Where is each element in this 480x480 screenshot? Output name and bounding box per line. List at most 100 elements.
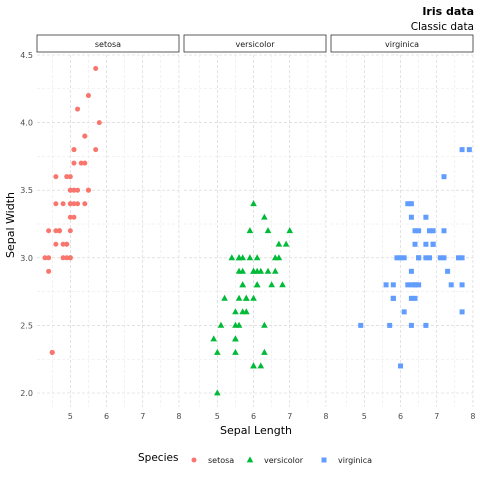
data-point bbox=[441, 228, 447, 234]
facet-panels: setosa 5 6 7 8 versicolor 5 6 7 8 virginica 5 6 7 8 bbox=[36, 34, 475, 421]
data-point bbox=[398, 255, 404, 261]
chart-title: Iris data bbox=[422, 5, 474, 18]
data-point bbox=[427, 255, 432, 261]
data-point bbox=[437, 255, 443, 261]
data-point bbox=[401, 309, 407, 315]
data-point bbox=[214, 389, 221, 396]
data-point bbox=[445, 268, 451, 274]
chart-subtitle: Classic data bbox=[411, 21, 474, 33]
facet-panel-versicolor: versicolor 5 6 7 8 bbox=[183, 34, 328, 421]
data-point bbox=[235, 321, 243, 328]
legend-label: versicolor bbox=[264, 456, 304, 465]
data-point bbox=[53, 228, 59, 234]
x-tick-label: 5 bbox=[68, 412, 73, 421]
data-point bbox=[246, 254, 254, 261]
data-point bbox=[459, 255, 465, 261]
legend-item-versicolor: versicolor bbox=[246, 456, 304, 465]
data-point bbox=[405, 201, 411, 207]
data-point bbox=[408, 282, 414, 288]
legend-item-setosa: setosa bbox=[191, 456, 234, 465]
y-tick-label: 4.0 bbox=[20, 119, 33, 128]
x-tick-label: 8 bbox=[176, 412, 181, 421]
data-point bbox=[46, 255, 52, 261]
data-point bbox=[93, 66, 99, 72]
data-point bbox=[243, 294, 250, 301]
data-point bbox=[210, 335, 218, 342]
data-point bbox=[275, 254, 283, 261]
legend-label: virginica bbox=[338, 456, 372, 465]
data-point bbox=[441, 174, 447, 180]
data-point bbox=[275, 240, 283, 247]
x-tick-label: 7 bbox=[140, 412, 145, 421]
data-point bbox=[217, 321, 225, 328]
data-point bbox=[416, 228, 422, 234]
data-point bbox=[235, 294, 243, 301]
data-point bbox=[408, 201, 414, 207]
data-point bbox=[408, 214, 414, 220]
data-point bbox=[239, 267, 246, 274]
data-point bbox=[250, 294, 257, 301]
data-point bbox=[423, 255, 429, 261]
y-tick-label: 4.5 bbox=[20, 51, 33, 60]
data-point bbox=[387, 322, 393, 328]
x-axis-label: Sepal Length bbox=[220, 424, 292, 437]
data-point bbox=[408, 295, 414, 301]
x-tick-label: 8 bbox=[470, 412, 475, 421]
x-tick-label: 6 bbox=[104, 412, 109, 421]
data-point bbox=[390, 282, 396, 288]
data-point bbox=[71, 187, 77, 193]
data-point bbox=[412, 295, 418, 301]
legend-key bbox=[191, 457, 197, 463]
data-point bbox=[232, 348, 239, 355]
data-point bbox=[253, 281, 261, 288]
data-point bbox=[64, 174, 70, 180]
data-point bbox=[42, 255, 48, 261]
data-point bbox=[67, 228, 73, 234]
y-tick-label: 2.5 bbox=[20, 321, 33, 330]
legend-label: setosa bbox=[208, 456, 234, 465]
data-point bbox=[423, 214, 429, 220]
data-point bbox=[46, 228, 52, 234]
facet-strip-label: versicolor bbox=[235, 40, 275, 49]
data-point bbox=[75, 201, 81, 207]
legend-title: Species bbox=[138, 452, 178, 464]
data-point bbox=[257, 267, 265, 274]
data-point bbox=[264, 227, 272, 234]
data-point bbox=[261, 348, 268, 355]
data-point bbox=[71, 160, 77, 166]
y-tick-label: 3.0 bbox=[20, 254, 33, 263]
data-point bbox=[60, 241, 66, 247]
data-point bbox=[279, 281, 286, 288]
legend-key bbox=[246, 456, 254, 463]
data-point bbox=[430, 241, 436, 247]
legend-key bbox=[321, 457, 327, 463]
data-point bbox=[441, 255, 447, 261]
y-axis-label: Sepal Width bbox=[4, 192, 17, 258]
data-point bbox=[466, 147, 472, 153]
data-point bbox=[408, 322, 414, 328]
data-point bbox=[93, 147, 99, 153]
data-point bbox=[75, 187, 81, 193]
data-point bbox=[82, 160, 88, 166]
data-point bbox=[214, 348, 221, 355]
x-tick-label: 7 bbox=[434, 412, 439, 421]
facet-panel-setosa: setosa 5 6 7 8 bbox=[36, 34, 181, 421]
data-point bbox=[67, 255, 73, 261]
grid-lines bbox=[37, 54, 180, 407]
data-point bbox=[448, 282, 454, 288]
data-point bbox=[67, 174, 73, 180]
x-tick-label: 6 bbox=[398, 412, 403, 421]
data-point bbox=[228, 254, 236, 261]
data-point bbox=[390, 295, 396, 301]
data-point bbox=[430, 228, 436, 234]
data-point bbox=[232, 335, 239, 342]
data-point bbox=[412, 282, 418, 288]
data-point bbox=[64, 255, 70, 261]
data-point bbox=[56, 228, 62, 234]
y-tick-label: 3.5 bbox=[20, 186, 33, 195]
data-point bbox=[459, 282, 465, 288]
data-point bbox=[221, 294, 228, 301]
data-point bbox=[264, 267, 272, 274]
data-point bbox=[261, 321, 268, 328]
facet-panel-virginica: virginica 5 6 7 8 bbox=[330, 34, 475, 421]
